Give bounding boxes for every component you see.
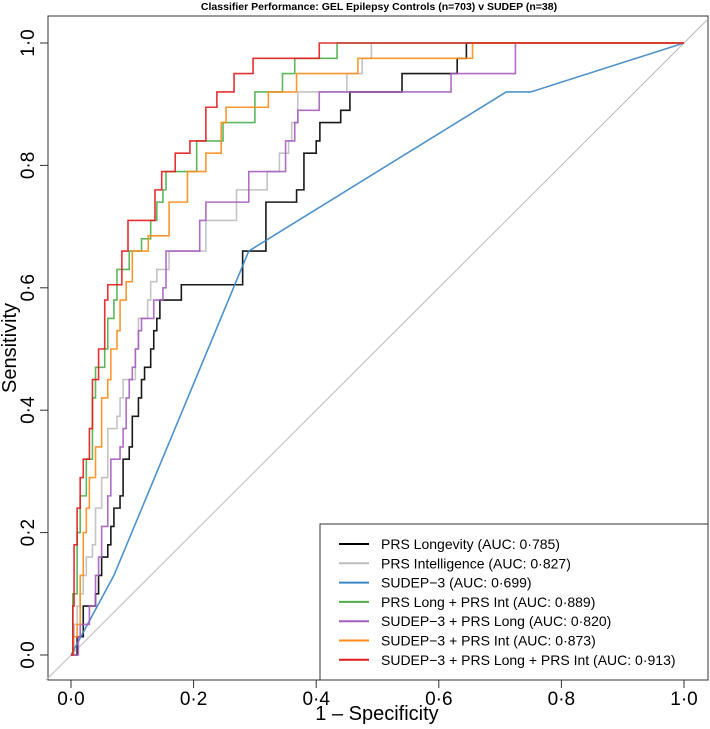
roc-curve-7: [71, 42, 684, 656]
y-tick-label: 0·8: [18, 152, 39, 179]
x-tick-label: 0·6: [425, 689, 452, 710]
x-axis-label: 1 – Specificity: [315, 703, 438, 724]
y-axis-label: Sensitivity: [0, 303, 21, 393]
roc-curve-6: [71, 42, 684, 656]
reference-diagonal: [45, 18, 709, 681]
legend-label: PRS Intelligence (AUC: 0·827): [381, 555, 571, 571]
legend-label: SUDEP−3 + PRS Long + PRS Int (AUC: 0·913…: [381, 652, 676, 668]
legend-label: PRS Long + PRS Int (AUC: 0·889): [381, 594, 595, 610]
x-tick-label: 0·4: [302, 689, 330, 710]
legend-label: SUDEP−3 (AUC: 0·699): [381, 575, 532, 591]
x-tick-label: 0·0: [57, 689, 84, 710]
legend-label: SUDEP−3 + PRS Int (AUC: 0·873): [381, 633, 596, 649]
legend-label: SUDEP−3 + PRS Long (AUC: 0·820): [381, 613, 611, 629]
y-tick-label: 0·0: [18, 641, 39, 668]
y-tick-label: 1·0: [18, 29, 39, 56]
roc-curve-1: [71, 42, 684, 656]
legend-label: PRS Longevity (AUC: 0·785): [381, 536, 560, 552]
x-tick-label: 0·2: [180, 689, 207, 710]
x-tick-label: 1·0: [670, 689, 697, 710]
y-tick-label: 0·6: [18, 274, 39, 301]
roc-curve-3: [70, 42, 685, 656]
legend: PRS Longevity (AUC: 0·785) PRS Intelligen…: [319, 523, 709, 681]
y-tick-label: 0·2: [18, 519, 39, 546]
chart-title: Classifier Performance: GEL Epilepsy Con…: [201, 1, 557, 13]
roc-curve-5: [71, 42, 684, 656]
x-tick-label: 0·8: [548, 689, 575, 710]
y-tick-label: 0·4: [18, 396, 39, 424]
legend-box: [319, 523, 709, 681]
